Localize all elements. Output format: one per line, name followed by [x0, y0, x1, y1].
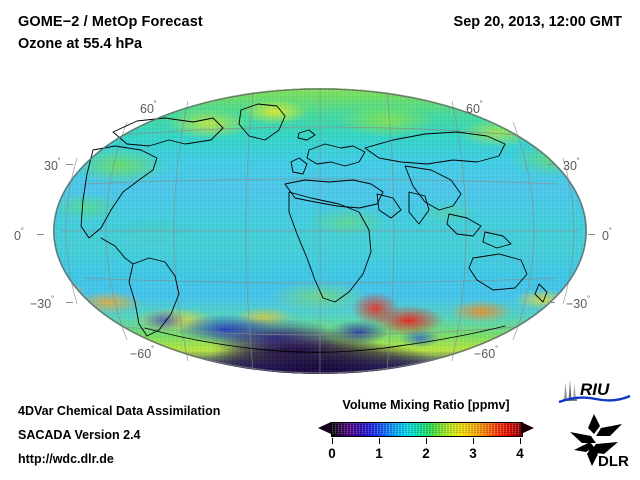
lat-tick-right-30: [548, 164, 555, 165]
header-instrument-title: GOME−2 / MetOp Forecast: [18, 14, 203, 30]
lat-tick-left-30: [66, 164, 73, 165]
header-variable-title: Ozone at 55.4 hPa: [18, 36, 143, 52]
lat-tick-left-0: [37, 234, 44, 235]
dlr-pinwheel-icon: [570, 414, 622, 466]
lat-label-left-60: 60˚: [140, 100, 157, 116]
colorbar-tick-2: [426, 438, 427, 444]
colorbar-over-arrow-icon: [521, 422, 534, 434]
lat-label-left-minus30: −30˚: [30, 295, 55, 311]
colorbar-tick-3: [473, 438, 474, 444]
footer-version-text: SACADA Version 2.4: [18, 428, 141, 442]
colorbar-tick-0: [332, 438, 333, 444]
colorbar-tick-4: [520, 438, 521, 444]
ozone-field-raster: [53, 88, 587, 374]
map-globe: [53, 88, 587, 374]
lat-label-right-0: 0˚: [602, 227, 612, 243]
colorbar-ticklabel-2: 2: [422, 446, 430, 461]
colorbar-bar: [318, 420, 534, 438]
header-datetime: Sep 20, 2013, 12:00 GMT: [453, 14, 622, 30]
colorbar-ticklabel-0: 0: [328, 446, 336, 461]
lat-label-right-minus60: −60˚: [474, 345, 499, 361]
colorbar-ticklabel-3: 3: [469, 446, 477, 461]
lat-label-right-minus30: −30˚: [566, 295, 591, 311]
lat-label-right-30: 30˚: [563, 157, 580, 173]
lat-tick-right-minus30: [548, 302, 555, 303]
lat-label-left-30: 30˚: [44, 157, 61, 173]
riu-logo: RIU: [558, 380, 631, 404]
lat-label-right-60: 60˚: [466, 100, 483, 116]
riu-swoosh-icon: [558, 394, 631, 404]
colorbar: Volume Mixing Ratio [ppmv] 0 1 2 3 4: [318, 398, 534, 474]
footer-url-link[interactable]: http://wdc.dlr.de: [18, 452, 114, 466]
lat-tick-left-minus30: [66, 302, 73, 303]
footer-method-text: 4DVar Chemical Data Assimilation: [18, 404, 221, 418]
ozone-field-grid-texture: [53, 88, 587, 374]
colorbar-gradient-strip: [331, 422, 523, 437]
colorbar-ticklabel-4: 4: [516, 446, 524, 461]
lat-label-left-0: 0˚: [14, 227, 24, 243]
colorbar-title: Volume Mixing Ratio [ppmv]: [342, 398, 510, 412]
colorbar-under-arrow-icon: [318, 422, 331, 434]
dlr-logo: DLR: [570, 414, 629, 470]
dlr-wordmark: DLR: [598, 453, 629, 470]
lat-label-left-minus60: −60˚: [130, 345, 155, 361]
ozone-map-panel: 60˚ 30˚ 0˚ −30˚ −60˚ 60˚ 30˚ 0˚ −30˚ −60…: [0, 80, 640, 380]
riu-wordmark: RIU: [580, 380, 610, 399]
colorbar-ticklabel-1: 1: [375, 446, 383, 461]
colorbar-tick-1: [379, 438, 380, 444]
lat-tick-right-0: [588, 234, 595, 235]
